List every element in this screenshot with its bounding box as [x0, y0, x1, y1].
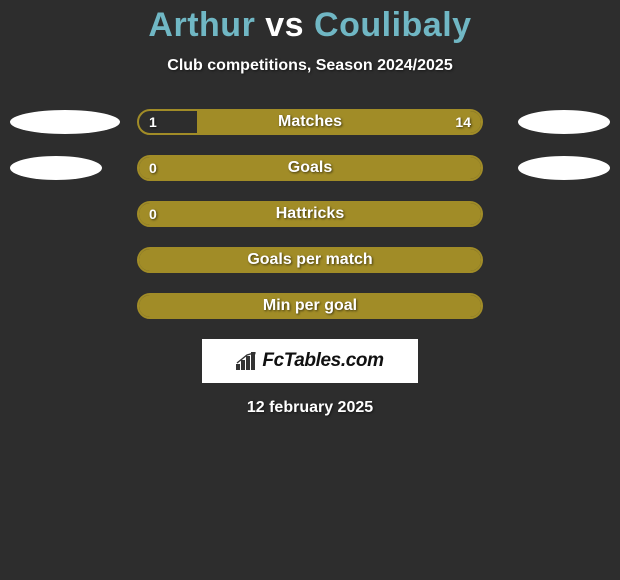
stat-bar: Hattricks0: [137, 201, 483, 227]
title: Arthur vs Coulibaly: [0, 6, 620, 45]
stat-row: Matches1 14: [10, 109, 610, 135]
player1-name: Arthur: [148, 6, 255, 44]
left-ellipse: [10, 156, 102, 180]
stat-value-left: 0: [149, 203, 157, 225]
footer-logo: FcTables.com: [202, 339, 418, 383]
stat-bar: Goals per match: [137, 247, 483, 273]
right-ellipse: [518, 156, 610, 180]
left-ellipse: [10, 110, 120, 134]
stat-value-right: 14: [455, 111, 471, 133]
stat-row: Hattricks0: [10, 201, 610, 227]
logo-bars-icon: [236, 352, 258, 370]
player2-name: Coulibaly: [314, 6, 472, 44]
stat-row: Goals0: [10, 155, 610, 181]
stat-rows: Matches114Goals0Hattricks0Goals per matc…: [0, 109, 620, 319]
stat-bar: Min per goal: [137, 293, 483, 319]
stat-label: Goals: [139, 157, 481, 179]
comparison-card: Arthur vs Coulibaly Club competitions, S…: [0, 0, 620, 417]
vs-label: vs: [265, 6, 304, 44]
subtitle: Club competitions, Season 2024/2025: [0, 57, 620, 75]
stat-label: Hattricks: [139, 203, 481, 225]
stat-label: Min per goal: [139, 295, 481, 317]
stat-value-left: 1: [149, 111, 157, 133]
stat-bar: Goals0: [137, 155, 483, 181]
stat-label: Goals per match: [139, 249, 481, 271]
footer-logo-text: FcTables.com: [262, 350, 383, 372]
stat-row: Goals per match: [10, 247, 610, 273]
stat-value-left: 0: [149, 157, 157, 179]
stat-row: Min per goal: [10, 293, 610, 319]
right-ellipse: [518, 110, 610, 134]
stat-bar: Matches1 14: [137, 109, 483, 135]
stat-label: Matches: [139, 111, 481, 133]
date-label: 12 february 2025: [0, 399, 620, 417]
